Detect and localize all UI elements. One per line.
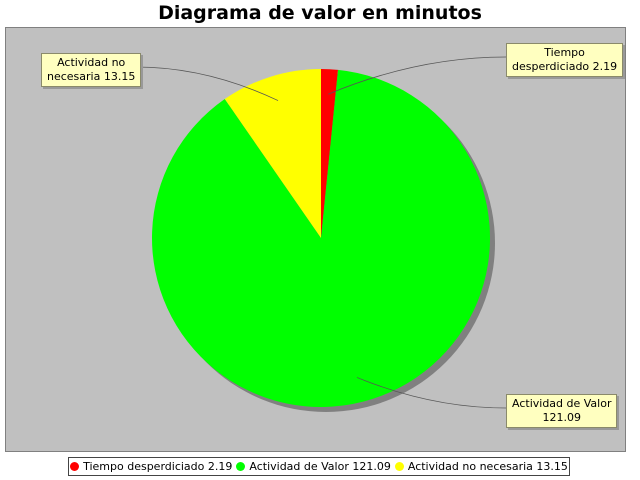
leader-line: [135, 66, 279, 101]
chart-title: Diagrama de valor en minutos: [158, 2, 482, 24]
legend-marker: [70, 462, 80, 471]
legend: Tiempo desperdiciado 2.19 Actividad de V…: [68, 457, 570, 476]
leader-line: [328, 56, 507, 95]
slice-label-actividad-no-necesaria: Actividad no necesaria 13.15: [41, 53, 142, 87]
leader-line: [356, 377, 507, 409]
legend-marker: [394, 462, 404, 471]
legend-item-tiempo-desperdiciado: Tiempo desperdiciado 2.19: [70, 460, 232, 473]
slice-actividad-de-valor: [152, 69, 490, 407]
slice-label-tiempo-desperdiciado: Tiempo desperdiciado 2.19: [506, 43, 624, 77]
slice-tiempo-desperdiciado: [321, 69, 339, 238]
slice-label-actividad-de-valor: Actividad de Valor 121.09: [506, 394, 618, 428]
slice-actividad-no-necesaria: [224, 69, 321, 238]
legend-item-actividad-no-necesaria: Actividad no necesaria 13.15: [394, 460, 568, 473]
legend-item-actividad-de-valor: Actividad de Valor 121.09: [236, 460, 391, 473]
legend-marker: [236, 462, 246, 471]
plot-area: Tiempo desperdiciado 2.19 Actividad de V…: [5, 27, 626, 452]
pie-chart: [135, 56, 507, 412]
